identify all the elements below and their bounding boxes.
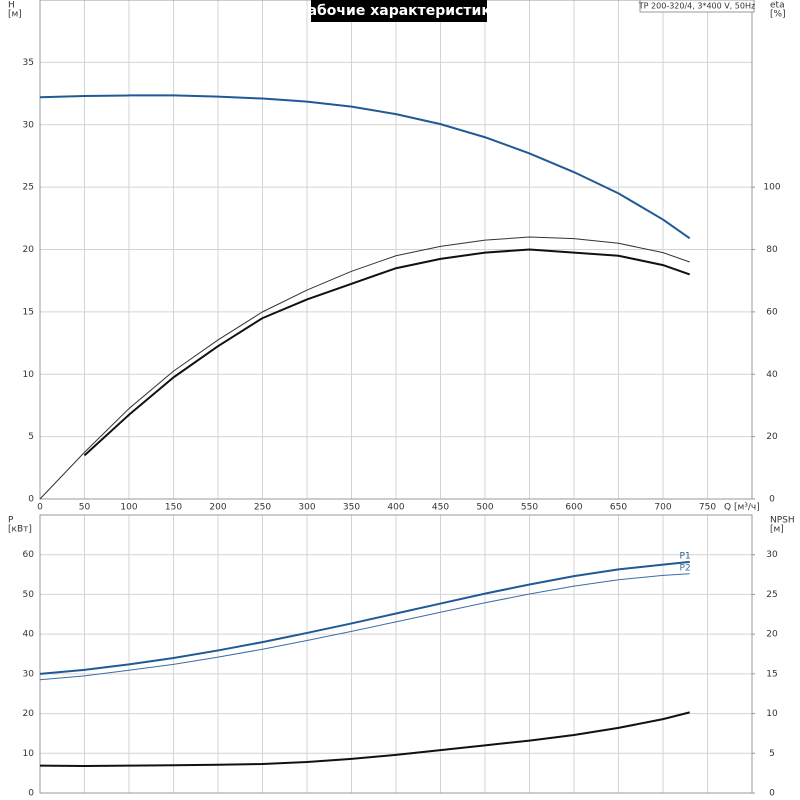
x-tick-label: 50 — [79, 503, 91, 513]
y-tick-label: 20 — [23, 245, 35, 255]
y-tick-label: 30 — [23, 120, 35, 130]
y2-tick-label: 20 — [766, 432, 778, 442]
x-tick-label: 500 — [476, 503, 493, 513]
y2-axis-label: eta — [770, 1, 785, 11]
x-tick-label: 450 — [432, 503, 449, 513]
series-line — [39, 711, 690, 767]
model-box — [639, 0, 755, 13]
model-label: TP 200-320/4, 3*400 V, 50Hz — [638, 2, 755, 11]
x-tick-label: 400 — [387, 503, 404, 513]
y2-axis-label: NPSH — [770, 516, 795, 526]
y2-tick-label: 15 — [766, 669, 777, 679]
y-tick-label: 10 — [23, 370, 35, 380]
x-tick-label: 700 — [654, 503, 671, 513]
x-tick-label: 350 — [343, 503, 360, 513]
y-tick-label: 40 — [23, 630, 35, 640]
y-axis-label: P — [8, 516, 14, 526]
y-tick-label: 30 — [23, 669, 35, 679]
y2-tick-label: 60 — [766, 307, 778, 317]
x-tick-label: 300 — [298, 503, 315, 513]
y2-tick-label: 0 — [769, 495, 775, 505]
x-tick-label: 250 — [254, 503, 271, 513]
series-line — [39, 236, 690, 500]
y2-axis-unit: [м] — [770, 525, 784, 535]
x-axis-label: Q [м³/ч] — [724, 503, 760, 513]
x-tick-label: 150 — [165, 503, 182, 513]
y-tick-label: 60 — [23, 550, 35, 560]
y-tick-label: 5 — [28, 432, 34, 442]
x-tick-label: 100 — [120, 503, 137, 513]
y-tick-label: 0 — [28, 495, 34, 505]
y2-tick-label: 20 — [766, 630, 778, 640]
plot-frame — [39, 514, 753, 794]
x-tick-label: 750 — [699, 503, 716, 513]
y-axis-unit: [кВт] — [8, 525, 32, 535]
series-line — [83, 248, 691, 457]
y2-tick-label: 40 — [766, 370, 778, 380]
x-tick-label: 200 — [209, 503, 226, 513]
y2-tick-label: 0 — [769, 789, 775, 799]
y-axis-label: H — [8, 1, 15, 11]
series-line — [39, 94, 691, 240]
y2-tick-label: 100 — [763, 183, 780, 193]
series-line — [39, 560, 690, 675]
chart-title: Рабочие характеристики — [297, 3, 500, 19]
x-tick-label: 650 — [610, 503, 627, 513]
y-tick-label: 15 — [23, 307, 34, 317]
plot-frame — [39, 0, 753, 500]
y2-axis-unit: [%] — [770, 10, 786, 20]
y-axis-unit: [м] — [8, 10, 22, 20]
y2-tick-label: 5 — [769, 749, 775, 759]
y-tick-label: 10 — [23, 749, 35, 759]
y2-tick-label: 80 — [766, 245, 778, 255]
x-tick-label: 0 — [37, 503, 43, 513]
y-tick-label: 25 — [23, 183, 34, 193]
x-tick-label: 600 — [565, 503, 582, 513]
x-tick-label: 550 — [521, 503, 538, 513]
y-tick-label: 50 — [23, 590, 35, 600]
y2-tick-label: 25 — [766, 590, 777, 600]
series-label: P1 — [680, 551, 691, 561]
title-box — [311, 0, 487, 22]
y-tick-label: 20 — [23, 709, 35, 719]
series-line — [39, 573, 690, 681]
series-label: P2 — [680, 563, 691, 573]
y2-tick-label: 30 — [766, 550, 778, 560]
y-tick-label: 0 — [28, 789, 34, 799]
y2-tick-label: 10 — [766, 709, 778, 719]
y-tick-label: 35 — [23, 58, 34, 68]
